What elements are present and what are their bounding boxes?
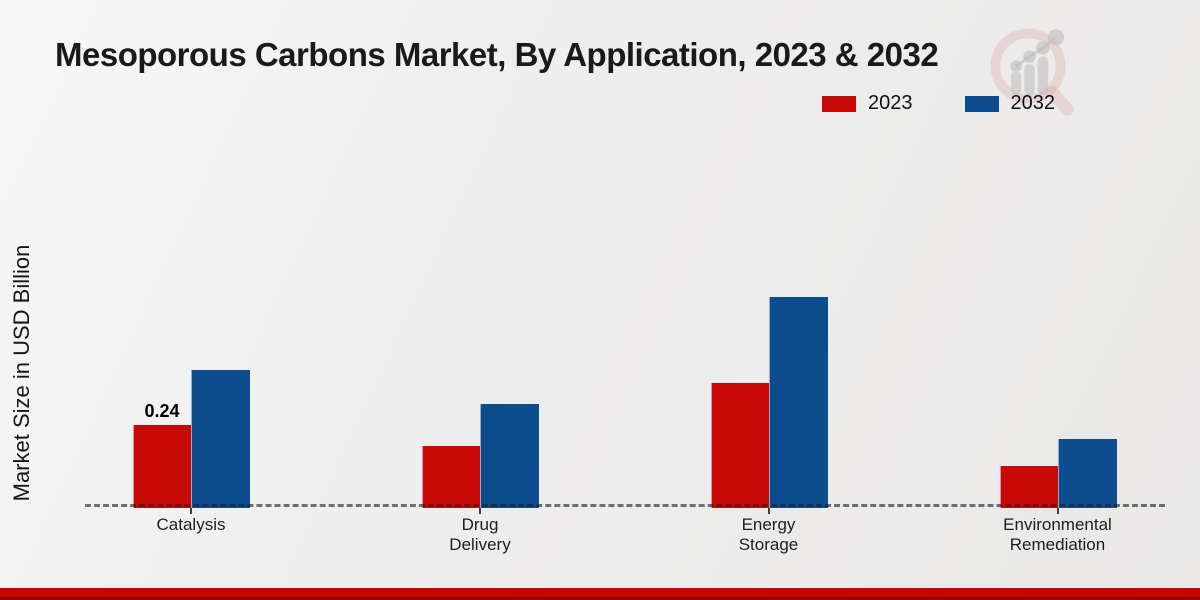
x-axis-baseline	[85, 504, 1165, 507]
legend: 2023 2032	[822, 92, 1055, 115]
bar-2032-catalysis	[191, 370, 250, 508]
x-axis-label-environmental-remediation: Environmental Remediation	[1003, 515, 1112, 554]
chart-title: Mesoporous Carbons Market, By Applicatio…	[55, 36, 939, 73]
footer-red-bar	[0, 588, 1200, 600]
bar-2023-drug-delivery	[422, 446, 481, 508]
bar-2023-environmental-remediation	[999, 466, 1059, 508]
legend-label-2032: 2032	[1010, 92, 1056, 114]
x-axis-label-drug-delivery: Drug Delivery	[449, 515, 511, 554]
bar-2032-environmental-remediation	[1057, 439, 1117, 508]
x-axis-tick-environmental-remediation	[1056, 508, 1059, 514]
x-axis-tick-catalysis	[190, 508, 192, 514]
bar-2032-drug-delivery	[480, 404, 539, 508]
legend-item-2023: 2023	[822, 92, 913, 115]
magnifier-bar-chart-logo-watermark	[990, 28, 1074, 116]
bar-2023-catalysis	[133, 425, 192, 508]
legend-swatch-2023	[822, 95, 856, 112]
bar-2032-energy-storage	[768, 297, 828, 508]
legend-label-2023: 2023	[868, 92, 913, 114]
y-axis-label: Market Size in USD Billion	[9, 244, 34, 502]
x-axis-tick-energy-storage	[767, 508, 770, 514]
x-axis-label-catalysis: Catalysis	[156, 515, 226, 534]
x-axis-label-energy-storage: Energy Storage	[738, 515, 799, 554]
legend-item-2032: 2032	[964, 92, 1056, 115]
bar-value-label-catalysis: 0.24	[144, 401, 180, 421]
x-axis-tick-drug-delivery	[479, 508, 481, 514]
legend-swatch-2032	[964, 95, 999, 112]
bar-2023-energy-storage	[710, 383, 770, 508]
